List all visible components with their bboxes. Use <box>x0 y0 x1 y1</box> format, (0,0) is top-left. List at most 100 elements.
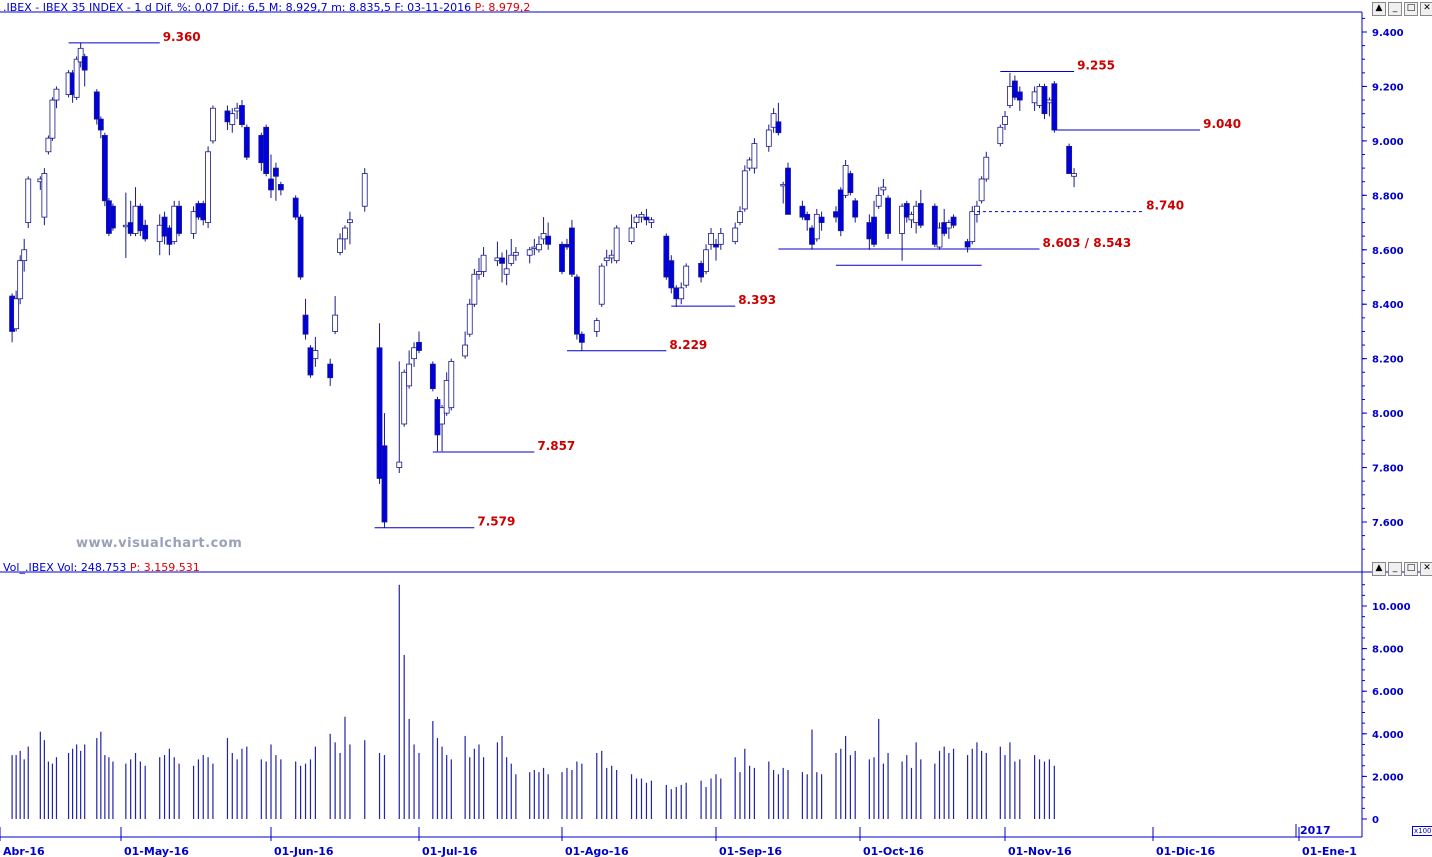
candle <box>195 200 202 220</box>
candle <box>480 247 487 277</box>
candle-body-down <box>574 276 580 335</box>
candle-body-up <box>171 205 178 243</box>
candle-body-up <box>347 219 353 223</box>
candle <box>936 222 943 250</box>
candle-body-up <box>512 252 519 256</box>
candle-body-down <box>564 243 570 248</box>
candle <box>312 336 319 367</box>
price-y-tick-label: 8.000 <box>1372 409 1404 420</box>
level-label: 8.229 <box>669 338 707 352</box>
volume-close-button[interactable]: ✕ <box>1420 562 1432 576</box>
candle-body-down <box>263 126 270 174</box>
candle-body-up <box>205 151 211 223</box>
volume-y-tick-label: 2.000 <box>1372 772 1404 783</box>
volume-minimize-button[interactable]: _ <box>1388 562 1402 576</box>
candle <box>273 162 279 201</box>
candle-body-up <box>471 273 478 305</box>
volume-y-tick-label: 8.000 <box>1372 645 1404 656</box>
volume-unit-badge: x100 <box>1412 826 1432 836</box>
x-tick-label: 01-May-16 <box>124 845 189 857</box>
candle <box>1031 86 1038 111</box>
candle <box>941 208 948 237</box>
candle-body-down <box>302 314 309 335</box>
scroll-up-button[interactable]: ▲ <box>1372 2 1386 16</box>
candle <box>1011 75 1018 101</box>
candle <box>1036 83 1043 109</box>
candle-body-up <box>210 107 216 142</box>
candle-body-down <box>1016 91 1023 101</box>
candle-body-up <box>1046 99 1053 104</box>
candle <box>411 342 417 367</box>
candle-body-up <box>608 254 615 259</box>
price-window-controls: ▲ _ □ ✕ <box>1372 2 1432 16</box>
candle-body-down <box>1041 86 1048 115</box>
candle <box>875 187 882 209</box>
candle-body-down <box>775 121 782 134</box>
candle <box>780 181 787 204</box>
candle-body-up <box>480 254 487 272</box>
candle <box>983 151 990 182</box>
candle-body-up <box>703 249 709 272</box>
candle-body-up <box>880 186 887 191</box>
candle <box>708 228 714 250</box>
candle-body-up <box>765 129 772 147</box>
candle <box>53 86 60 109</box>
candle <box>512 247 519 261</box>
x-tick-label: 01-Jun-16 <box>274 845 334 857</box>
candle <box>205 146 211 228</box>
candle-body-up <box>476 271 482 275</box>
candle-body-down <box>243 126 250 158</box>
candle-body-down <box>871 216 877 245</box>
candle <box>837 187 844 237</box>
candle <box>381 413 388 528</box>
price-y-tick-label: 8.600 <box>1372 246 1404 257</box>
candle <box>813 208 820 242</box>
candle <box>564 238 570 250</box>
candle-body-up <box>593 320 600 332</box>
price-header-last: P: 8.979,2 <box>474 1 531 14</box>
candle-body-up <box>969 211 976 243</box>
candle-body-down <box>950 216 957 226</box>
candle <box>1051 81 1058 133</box>
candle-body-down <box>327 363 334 379</box>
candle-body-up <box>1007 86 1013 106</box>
candle <box>49 97 56 141</box>
maximize-button[interactable]: □ <box>1404 2 1418 16</box>
candle-body-down <box>416 341 422 351</box>
candle-body-up <box>406 363 413 387</box>
candle-body-up <box>737 211 743 223</box>
candle-body-down <box>804 213 811 221</box>
candle <box>243 124 250 160</box>
candle <box>229 108 236 133</box>
candle-body-up <box>741 170 748 210</box>
candle <box>741 165 748 212</box>
candle-body-down <box>93 91 100 120</box>
minimize-button[interactable]: _ <box>1388 2 1402 16</box>
candle-body-down <box>142 224 149 240</box>
candle-body-down <box>1051 83 1058 131</box>
candle <box>713 238 719 261</box>
level-label: 9.040 <box>1203 117 1241 131</box>
volume-maximize-button[interactable]: □ <box>1404 562 1418 576</box>
candle-body-up <box>780 184 787 187</box>
candle-body-down <box>224 110 231 123</box>
candle <box>628 214 635 245</box>
price-header-text: .IBEX - IBEX 35 INDEX - 1 d Dif. %: 0,07… <box>3 1 472 14</box>
candle-body-up <box>1071 173 1077 177</box>
candle <box>73 56 80 101</box>
candle <box>93 89 100 125</box>
candle-body-down <box>837 189 844 232</box>
candle-body-down <box>110 205 116 229</box>
volume-header-last: P: 3.159.531 <box>129 561 200 574</box>
volume-scroll-up-button[interactable]: ▲ <box>1372 562 1386 576</box>
candle-body-up <box>439 407 445 425</box>
price-y-tick-label: 9.200 <box>1372 82 1404 93</box>
candle-body-down <box>127 222 134 234</box>
candle-body-down <box>931 205 938 245</box>
candle <box>852 198 859 223</box>
candle <box>448 358 455 411</box>
candle <box>785 162 791 215</box>
candle-body-down <box>499 257 505 264</box>
close-button[interactable]: ✕ <box>1420 2 1432 16</box>
